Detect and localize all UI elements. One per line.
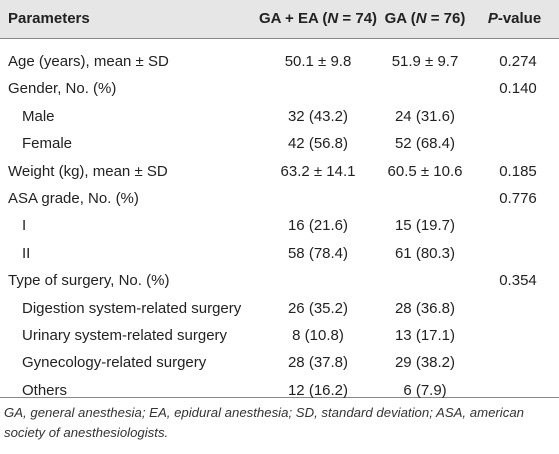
table-rule [0,397,559,398]
row-label: Age (years), mean ± SD [8,53,169,70]
header-text: GA ( [384,10,416,27]
cell-value: 26 (35.2) [287,299,349,317]
cell-value: 15 (19.7) [394,217,456,235]
row-label: ASA grade, No. (%) [8,190,139,207]
cell-value: 0.354 [499,272,537,290]
header-text: = 76) [426,10,466,27]
row-label: Male [22,107,55,125]
header-cell: GA (N = 76) [345,9,505,29]
row-label: II [22,244,31,262]
row-label: Weight (kg), mean ± SD [8,162,168,180]
cell-value: 16 (21.6) [287,217,349,235]
header-cell: Parameters [8,9,90,29]
cell-value: 0.776 [499,190,537,207]
cell-value: 0.185 [499,162,537,180]
row-label: Gynecology-related surgery [22,354,207,372]
header-text: P [487,10,498,27]
footnote: GA, general anesthesia; EA, epidural ane… [4,405,524,440]
header-cell: P-value [470,9,559,29]
header-text: N [327,10,339,27]
cell-value: 28 (37.8) [287,354,349,372]
cell-value: 24 (31.6) [394,107,456,125]
row-label: I [22,217,27,235]
cell-value: 32 (43.2) [287,107,349,125]
cell-value: 63.2 ± 14.1 [280,162,356,180]
header-text: N [415,10,427,27]
cell-value: 61 (80.3) [394,244,456,262]
row-label: Type of surgery, No. (%) [8,272,170,290]
cell-value: 0.140 [499,80,537,98]
row-label: Female [22,135,73,153]
cell-value: 8 (10.8) [292,327,344,344]
row-label: Gender, No. (%) [8,80,117,98]
cell-value: 50.1 ± 9.8 [284,53,352,70]
header-cell: GA + EA (N = 74) [238,9,398,29]
cell-value: 28 (36.8) [394,299,456,317]
cell-value: 6 (7.9) [403,381,447,399]
cell-value: 29 (38.2) [394,354,456,372]
header-text: = 74) [338,10,378,27]
header-text: -value [497,10,542,27]
cell-value: 58 (78.4) [287,244,349,262]
row-label: Digestion system-related surgery [22,299,242,317]
cell-value: 42 (56.8) [287,135,349,153]
cell-value: 52 (68.4) [394,135,456,153]
header-text: Parameters [8,10,90,27]
row-label: Urinary system-related surgery [22,327,228,344]
header-row [0,0,559,39]
cell-value: 12 (16.2) [287,381,349,399]
header-text: GA + EA ( [258,10,328,27]
row-label: Others [22,381,68,399]
cell-value: 13 (17.1) [394,327,456,344]
cell-value: 51.9 ± 9.7 [391,53,459,70]
cell-value: 60.5 ± 10.6 [387,162,463,180]
cell-value: 0.274 [499,53,537,70]
